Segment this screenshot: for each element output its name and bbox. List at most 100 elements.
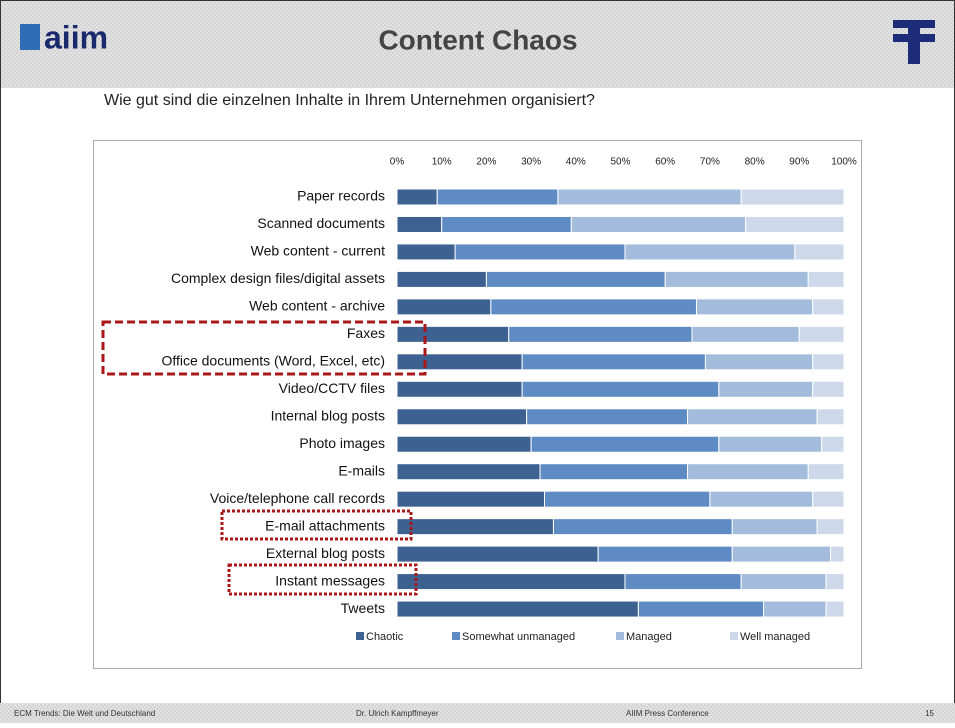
highlight-boxes bbox=[101, 320, 427, 596]
category-label: External blog posts bbox=[266, 545, 385, 561]
category-label: Voice/telephone call records bbox=[210, 490, 385, 506]
bar-segment bbox=[557, 188, 742, 206]
bar-segment bbox=[396, 408, 528, 426]
bar-segment bbox=[695, 298, 814, 316]
legend-swatch bbox=[356, 632, 364, 640]
bar-segment bbox=[552, 518, 733, 536]
x-tick-label: 60% bbox=[655, 157, 675, 168]
x-tick-label: 50% bbox=[610, 157, 630, 168]
bar-segment bbox=[709, 490, 814, 508]
bar-segment bbox=[396, 545, 599, 563]
bar-segment bbox=[544, 490, 711, 508]
bar-segment bbox=[396, 573, 626, 591]
bar-segment bbox=[396, 325, 510, 343]
bar-segment bbox=[530, 435, 720, 453]
bar-segment bbox=[526, 408, 689, 426]
bar-segment bbox=[396, 600, 639, 618]
bar-segment bbox=[624, 573, 742, 591]
x-tick-label: 90% bbox=[789, 157, 809, 168]
category-label: Office documents (Word, Excel, etc) bbox=[161, 353, 385, 369]
slide-title: Content Chaos bbox=[378, 24, 577, 55]
footer-text: Dr. Ulrich Kampffmeyer bbox=[356, 709, 439, 718]
x-tick-label: 40% bbox=[566, 157, 586, 168]
bar-segment bbox=[396, 380, 523, 398]
bar-segment bbox=[691, 325, 800, 343]
bar-segment bbox=[718, 380, 814, 398]
x-tick-label: 70% bbox=[700, 157, 720, 168]
bar-segment bbox=[396, 298, 492, 316]
footer-band bbox=[0, 703, 955, 723]
category-label: Web content - archive bbox=[249, 298, 385, 314]
bar-segment bbox=[490, 298, 697, 316]
chart: 0% 10% 20% 30% 40% 50% 60% 70% 80% 90% 100% Paper r… bbox=[161, 157, 856, 643]
x-tick-label: 0% bbox=[390, 157, 405, 168]
bar-segment bbox=[396, 188, 438, 206]
bar-segment bbox=[763, 600, 827, 618]
bar-segment bbox=[396, 215, 443, 233]
bar-segment bbox=[812, 490, 845, 508]
bar-segment bbox=[396, 243, 456, 261]
bar-segment bbox=[521, 353, 706, 371]
bar-segment bbox=[798, 325, 845, 343]
bar-segment bbox=[816, 518, 845, 536]
bar-segment bbox=[821, 435, 845, 453]
bar-segment bbox=[508, 325, 693, 343]
legend-label: Chaotic bbox=[366, 631, 404, 643]
bar-segment bbox=[794, 243, 845, 261]
highlight-box bbox=[227, 563, 418, 596]
bar-segment bbox=[812, 353, 845, 371]
bar-segment bbox=[687, 408, 818, 426]
legend-label: Managed bbox=[626, 631, 672, 643]
bar-segment bbox=[436, 188, 559, 206]
bar-segment bbox=[687, 463, 809, 481]
x-tick-label: 80% bbox=[745, 157, 765, 168]
legend-swatch bbox=[730, 632, 738, 640]
right-logo bbox=[893, 20, 935, 64]
x-tick-label: 10% bbox=[432, 157, 452, 168]
legend-label: Somewhat unmanaged bbox=[462, 631, 575, 643]
bar-segment bbox=[807, 463, 845, 481]
bar-segment bbox=[539, 463, 689, 481]
bar-segment bbox=[597, 545, 733, 563]
bar-segment bbox=[637, 600, 765, 618]
bar-segment bbox=[396, 270, 487, 288]
bar-segment bbox=[825, 600, 845, 618]
bar-segment bbox=[396, 490, 546, 508]
bar-segment bbox=[718, 435, 823, 453]
bar-segment bbox=[830, 545, 845, 563]
footer-text: AIIM Press Conference bbox=[626, 709, 709, 718]
highlight-box bbox=[101, 320, 427, 376]
category-label: Internal blog posts bbox=[271, 407, 385, 423]
category-label: Scanned documents bbox=[257, 215, 385, 231]
bar-segment bbox=[624, 243, 796, 261]
legend-label: Well managed bbox=[740, 631, 810, 643]
bar-segment bbox=[740, 188, 845, 206]
category-label: Web content - current bbox=[251, 243, 385, 259]
x-tick-label: 20% bbox=[476, 157, 496, 168]
bar-segment bbox=[816, 408, 845, 426]
x-tick-label: 100% bbox=[831, 157, 857, 168]
category-label: Paper records bbox=[297, 188, 385, 204]
page-number: 15 bbox=[925, 709, 934, 718]
highlight-box bbox=[220, 509, 413, 541]
x-tick-label: 30% bbox=[521, 157, 541, 168]
legend-swatch bbox=[616, 632, 624, 640]
category-label: Faxes bbox=[347, 325, 385, 341]
bar-segment bbox=[664, 270, 809, 288]
bar-segment bbox=[441, 215, 572, 233]
logo: aiim bbox=[44, 19, 108, 55]
bar-segment bbox=[745, 215, 845, 233]
category-label: Photo images bbox=[299, 435, 385, 451]
bar-segment bbox=[570, 215, 747, 233]
header-band bbox=[0, 0, 955, 86]
bar-segment bbox=[396, 353, 523, 371]
bar-segment bbox=[396, 463, 541, 481]
bar-segment bbox=[825, 573, 845, 591]
category-label: E-mails bbox=[338, 462, 385, 478]
bar-segment bbox=[485, 270, 666, 288]
bar-segment bbox=[396, 518, 554, 536]
logo-icon bbox=[20, 24, 40, 50]
bar-segment bbox=[704, 353, 814, 371]
category-label: Instant messages bbox=[275, 572, 385, 588]
